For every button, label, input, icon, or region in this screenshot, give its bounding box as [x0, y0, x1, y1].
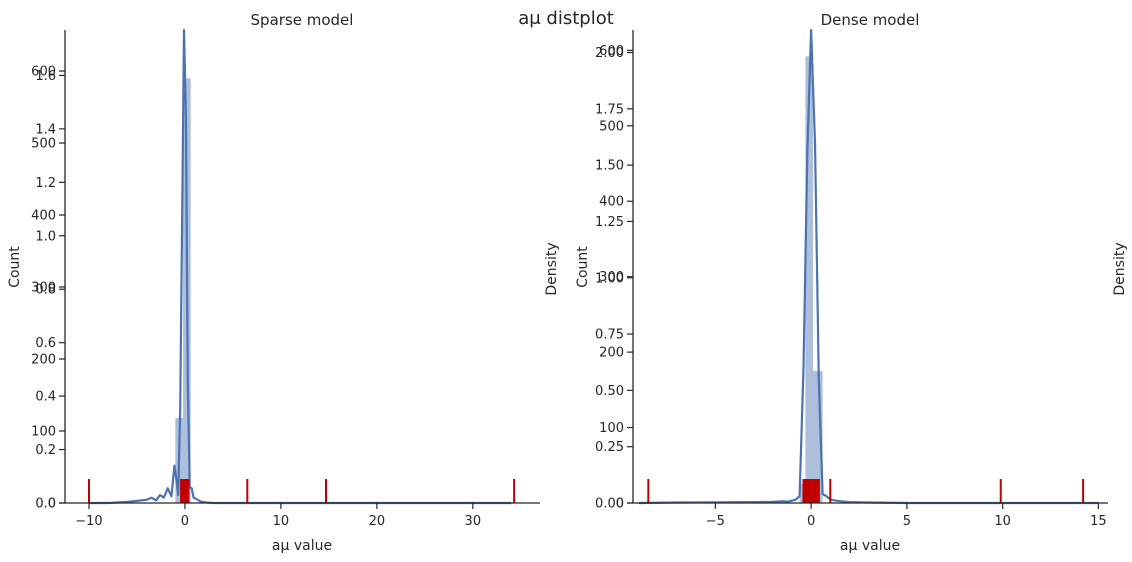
- dense-count-tick-label-3: 300: [599, 270, 624, 285]
- dense-count-tick-label-5: 500: [599, 119, 624, 134]
- dense-density-tick-label-1: 0.25: [595, 440, 624, 455]
- sparse-density-tick-label-1: 0.2: [35, 443, 56, 458]
- dense-model-density-ylabel: Density: [1112, 242, 1128, 295]
- dense-density-tick-label-2: 0.50: [595, 384, 624, 399]
- dense-model-panel: Dense model aμ value Count Density −5 0 5 1…: [575, 11, 1128, 554]
- sparse-x-tick-label-1: 0: [181, 514, 189, 529]
- sparse-model-panel: Sparse model aμ value Count Density −10 0…: [7, 11, 560, 554]
- sparse-count-tick-label-0: 0: [48, 497, 56, 512]
- sparse-density-tick-label-5: 1.0: [35, 229, 56, 244]
- dense-density-tick-label-7: 1.75: [595, 102, 624, 117]
- dense-x-tick-label-1: 0: [807, 514, 815, 529]
- dense-count-tick-label-0: 0: [616, 497, 624, 512]
- dense-density-tick-label-5: 1.25: [595, 215, 624, 230]
- dense-density-tick-label-0: 0.00: [595, 497, 624, 512]
- sparse-x-tick-label-4: 30: [465, 514, 482, 529]
- dense-x-tick-label-0: −5: [706, 514, 725, 529]
- dense-hist-bar-2: [813, 370, 823, 503]
- sparse-rug-cluster: [180, 479, 190, 503]
- figure-suptitle: aμ distplot: [518, 8, 614, 29]
- dense-count-tick-label-1: 100: [599, 421, 624, 436]
- sparse-count-tick-label-2: 200: [31, 353, 56, 368]
- sparse-model-count-ylabel: Count: [7, 246, 23, 288]
- dense-x-tick-label-2: 5: [903, 514, 911, 529]
- dense-count-tick-label-2: 200: [599, 346, 624, 361]
- dense-model-xlabel: aμ value: [840, 538, 900, 554]
- sparse-density-tick-label-7: 1.4: [35, 122, 56, 137]
- dense-model-title: Dense model: [821, 11, 920, 29]
- dense-kde-line: [638, 28, 1099, 505]
- sparse-count-tick-label-5: 500: [31, 137, 56, 152]
- dense-density-tick-label-4: 1.00: [595, 271, 624, 286]
- dense-x-tick-label-4: 15: [1090, 514, 1107, 529]
- sparse-model-title: Sparse model: [251, 11, 354, 29]
- sparse-density-tick-label-6: 1.2: [35, 176, 56, 191]
- dense-rug-cluster: [802, 479, 820, 503]
- sparse-kde-line: [89, 28, 512, 505]
- dense-density-tick-label-3: 0.75: [595, 328, 624, 343]
- sparse-density-tick-label-2: 0.4: [35, 390, 56, 405]
- sparse-density-tick-label-0: 0.0: [35, 497, 56, 512]
- sparse-x-tick-label-3: 20: [369, 514, 386, 529]
- dense-count-tick-label-4: 400: [599, 195, 624, 210]
- sparse-x-tick-label-0: −10: [75, 514, 102, 529]
- sparse-density-tick-label-4: 0.8: [35, 283, 56, 298]
- dense-count-tick-label-6: 600: [599, 44, 624, 59]
- dense-x-tick-label-3: 10: [994, 514, 1011, 529]
- sparse-count-tick-label-4: 400: [31, 209, 56, 224]
- dense-model-count-ylabel: Count: [575, 246, 591, 288]
- sparse-density-tick-label-3: 0.6: [35, 336, 56, 351]
- sparse-model-xlabel: aμ value: [272, 538, 332, 554]
- sparse-count-tick-label-1: 100: [31, 425, 56, 440]
- dense-density-tick-label-8: 2.00: [595, 46, 624, 61]
- sparse-count-tick-label-3: 300: [31, 281, 56, 296]
- dense-hist-bar-1: [805, 56, 814, 504]
- sparse-x-tick-label-2: 10: [273, 514, 290, 529]
- dense-density-tick-label-6: 1.50: [595, 159, 624, 174]
- sparse-count-tick-label-6: 600: [31, 65, 56, 80]
- sparse-density-tick-label-8: 1.6: [35, 69, 56, 84]
- sparse-model-density-ylabel: Density: [544, 242, 560, 295]
